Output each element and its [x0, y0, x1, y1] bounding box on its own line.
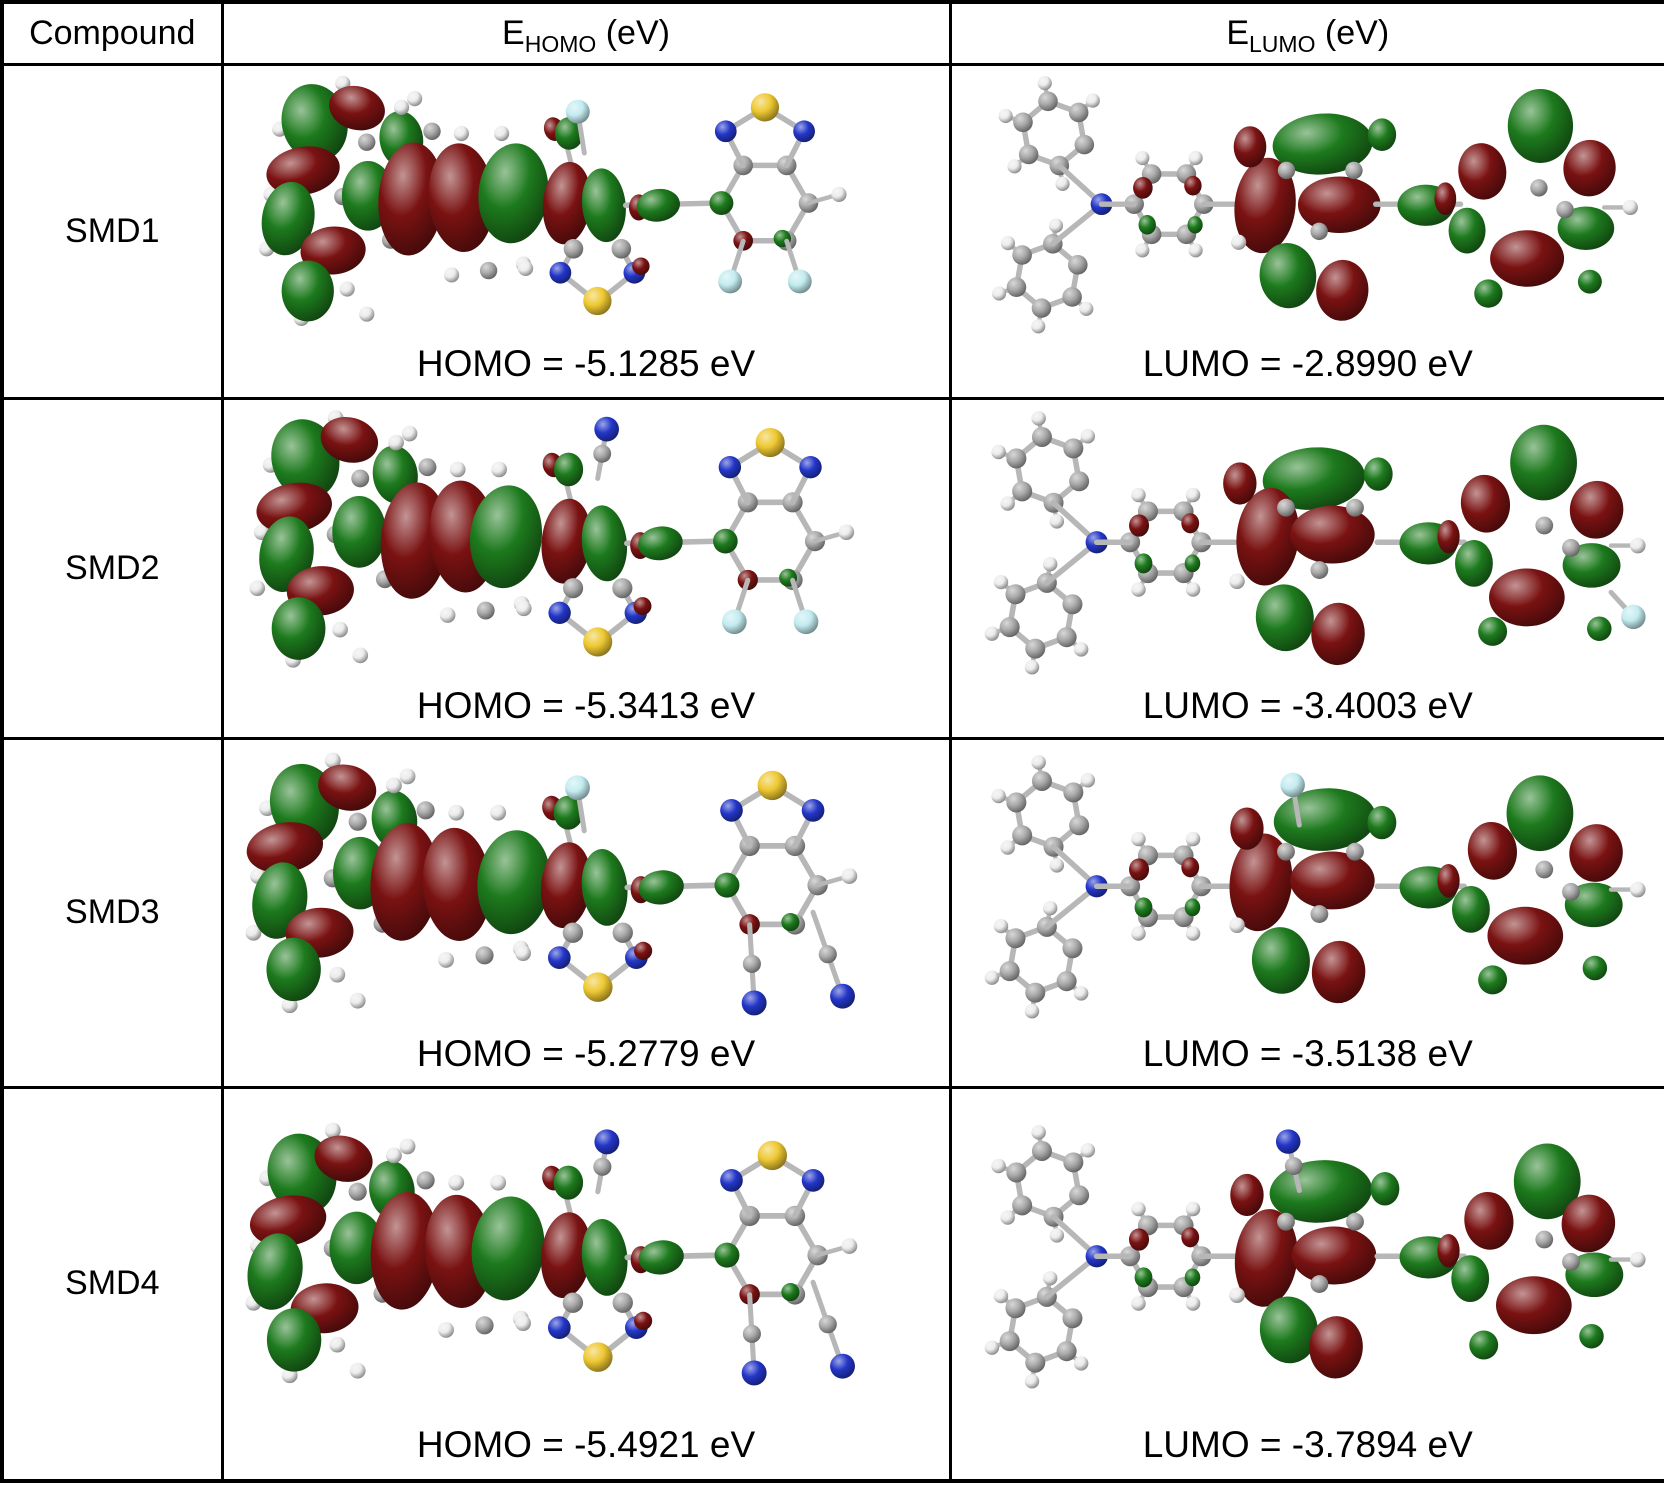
col-header-homo: EHOMO (eV) — [220, 0, 952, 66]
compound-label-smd4: SMD4 — [0, 1085, 224, 1483]
lumo-header-units: (eV) — [1315, 13, 1390, 52]
smd1-lumo-value-label: LUMO = -2.8990 eV — [1142, 342, 1473, 384]
smd2-lumo-value-label: LUMO = -3.4003 eV — [1142, 684, 1473, 726]
lumo-header-base: E — [1226, 13, 1250, 52]
smd4-homo-orbital-image — [245, 1122, 857, 1385]
smd2-homo-value-label: HOMO = -5.3413 eV — [416, 684, 756, 726]
homo-header-units: (eV) — [596, 13, 670, 52]
table-row-smd3: SMD3 HOMO = -5.2779 eV LUMO = -3.5138 eV — [0, 736, 1664, 1089]
smd1-lumo-orbital-image — [991, 75, 1638, 333]
smd4-lumo-orbital-image — [984, 1124, 1646, 1388]
col-header-compound: Compound — [0, 0, 224, 66]
table-row-smd4: SMD4 HOMO = -5.4921 eV LUMO = -3.7894 eV — [0, 1085, 1664, 1483]
col-header-lumo: ELUMO (eV) — [948, 0, 1664, 66]
lumo-header-subscript: LUMO — [1249, 30, 1316, 57]
smd2-homo-orbital-image — [248, 409, 854, 668]
smd3-lumo-value-label: LUMO = -3.5138 eV — [1142, 1032, 1473, 1074]
homo-header-subscript: HOMO — [524, 30, 597, 57]
smd1-homo-orbital-image — [258, 75, 847, 326]
smd3-homo-orbital-image — [245, 752, 857, 1015]
smd4-lumo-value-label: LUMO = -3.7894 eV — [1142, 1423, 1473, 1465]
compound-label-smd2: SMD2 — [0, 396, 224, 740]
table-row-smd1: SMD1 HOMO = -5.1285 eV LUMO = -2.8990 eV — [0, 62, 1664, 400]
smd2-lumo-orbital-image — [984, 410, 1646, 674]
smd3-homo-value-label: HOMO = -5.2779 eV — [416, 1032, 756, 1074]
header-row: Compound EHOMO (eV) ELUMO (eV) — [0, 0, 1664, 66]
smd3-lumo-orbital-image — [984, 754, 1646, 1018]
smd4-homo-value-label: HOMO = -5.4921 eV — [416, 1423, 756, 1465]
compound-label-smd1: SMD1 — [0, 62, 224, 400]
compound-label-smd3: SMD3 — [0, 736, 224, 1089]
smd1-homo-value-label: HOMO = -5.1285 eV — [416, 342, 756, 384]
homo-header-base: E — [502, 13, 525, 52]
table-row-smd2: SMD2 HOMO = -5.3413 eV LUMO = -3.4003 eV — [0, 396, 1664, 740]
